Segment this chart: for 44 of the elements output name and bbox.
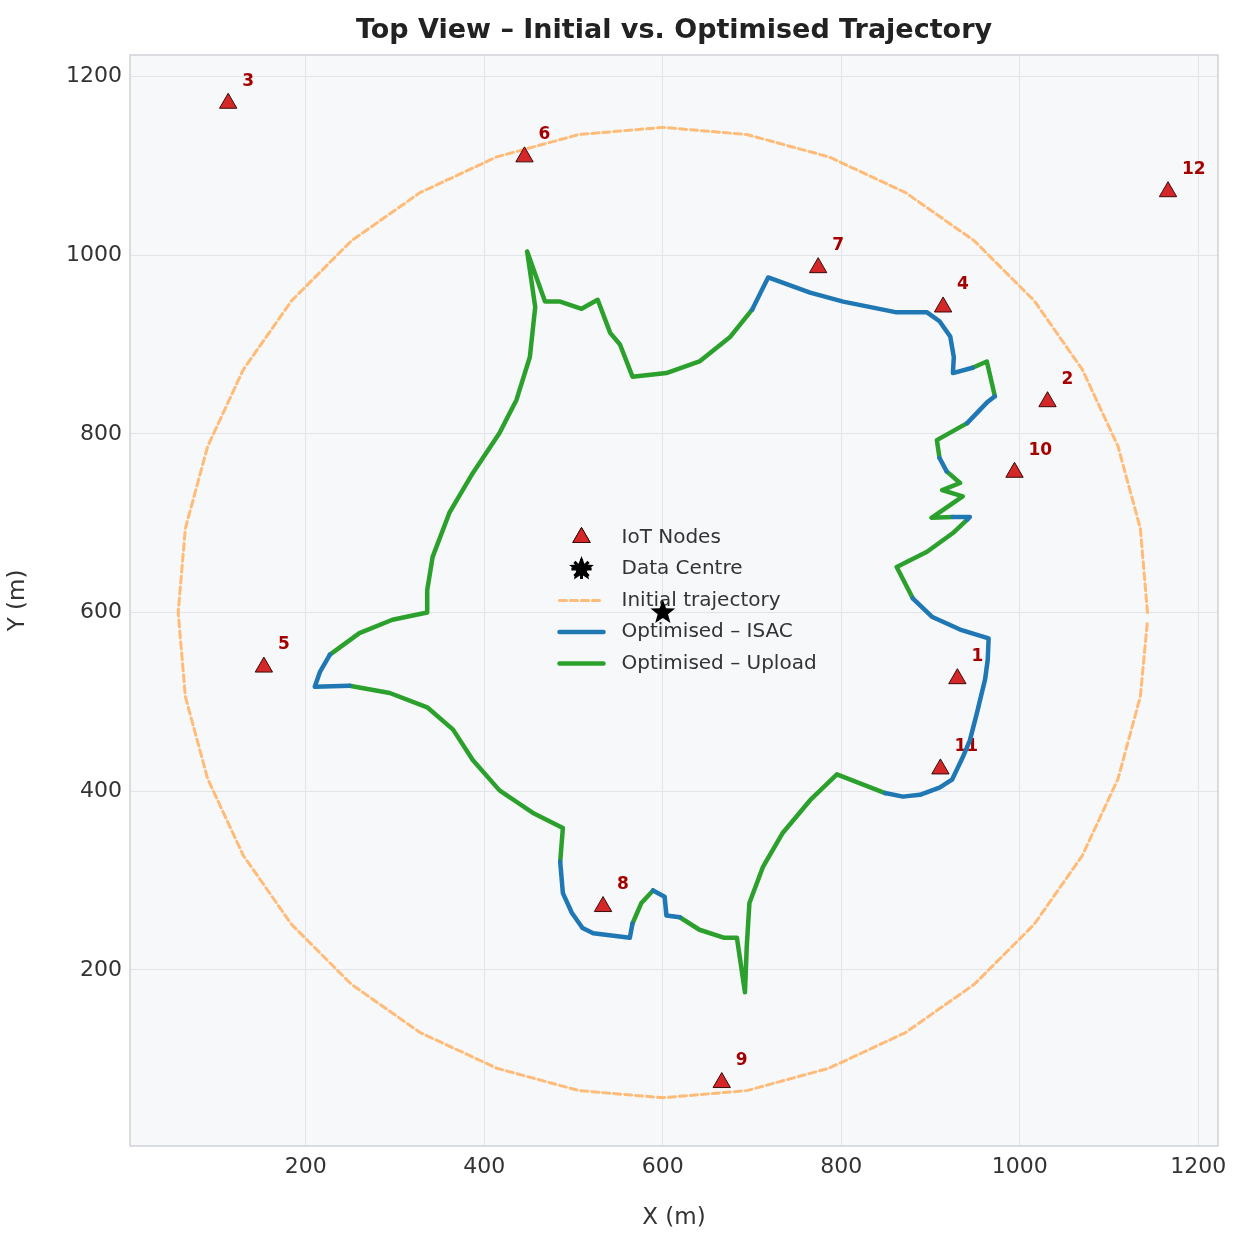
annotation: 12 [1182, 158, 1206, 179]
annotation: 3 [242, 69, 255, 90]
y-tick-label: 400 [80, 776, 122, 802]
point [808, 257, 828, 274]
y-tick-label: 600 [80, 598, 122, 624]
annotation: 7 [832, 234, 844, 255]
x-axis-title: X (m) [642, 1203, 706, 1230]
legend-label: Data Centre [621, 555, 743, 580]
x-tick-label: 600 [641, 1152, 684, 1178]
x-tick-label: 1200 [1170, 1152, 1227, 1178]
chart-title: Top View – Initial vs. Optimised Trajectory [355, 13, 993, 45]
annotation: 1 [971, 645, 984, 666]
annotation: 6 [538, 123, 551, 144]
line-series [176, 125, 1149, 1100]
point [1158, 181, 1178, 198]
y-tick-label: 800 [80, 419, 122, 445]
point [933, 296, 953, 313]
x-tick-label: 1000 [991, 1152, 1048, 1178]
x-tick-label: 400 [463, 1152, 506, 1178]
legend-label: IoT Nodes [621, 523, 721, 548]
annotation: 8 [617, 872, 629, 893]
point [1005, 461, 1024, 478]
point [948, 668, 967, 685]
point [593, 896, 613, 913]
x-tick-label: 200 [284, 1152, 327, 1178]
point [931, 758, 950, 775]
y-axis-title: Y (m) [2, 569, 29, 633]
y-tick-label: 1000 [66, 240, 122, 266]
point [219, 92, 238, 109]
legend-label: Initial trajectory [621, 586, 781, 611]
point [254, 656, 274, 673]
point [1038, 391, 1057, 408]
point [712, 1072, 731, 1089]
annotation: 5 [277, 633, 290, 654]
legend-label: Optimised – ISAC [621, 618, 793, 643]
x-tick-label: 800 [820, 1152, 863, 1178]
annotation: 9 [735, 1048, 748, 1069]
legend-label: Optimised – Upload [621, 649, 817, 674]
annotation: 2 [1061, 368, 1074, 389]
point [515, 146, 534, 163]
annotation: 4 [957, 273, 970, 294]
y-tick-label: 1200 [66, 62, 122, 88]
annotation: 10 [1028, 438, 1053, 459]
y-tick-label: 200 [80, 955, 122, 981]
